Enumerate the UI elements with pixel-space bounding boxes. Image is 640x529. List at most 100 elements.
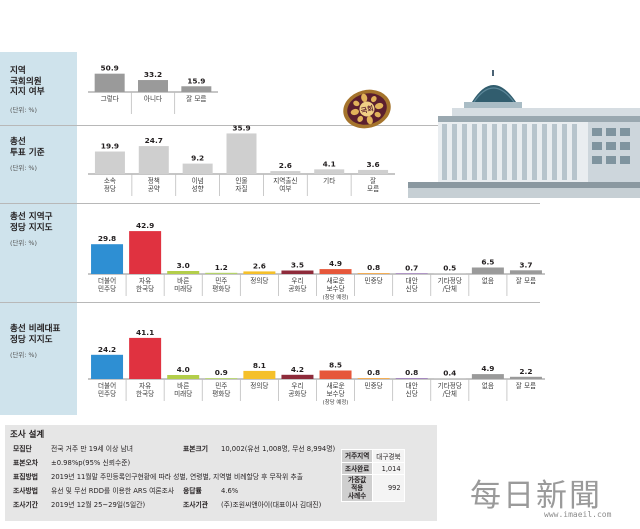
chart-value-label: 0.8 [367,263,380,272]
survey-row-error: 표본오차 ±0.98%p(95% 신뢰수준) [13,457,130,467]
chart-bar [395,273,428,274]
chart-value-label: 4.2 [291,365,304,374]
chart-bar [181,86,212,92]
chart-value-label: 8.1 [253,361,266,370]
section-title-support: 지역 국회의원 지지 여부 [10,66,45,97]
survey-bar-charts: 50.9 그렇다 33.2 아니다 15.9 잘 모름 19.9 소속 정당 24.7 정책 공약 9.… [88,64,545,406]
survey-row-method: 조사방법 유선 및 무선 RDD를 이용한 ARS 여론조사 [13,485,174,495]
section-title-district: 총선 지역구 정당 지지도 [10,212,53,233]
table-row: 가중값 적용 사례수 992 [340,474,405,502]
section-unit-criteria: (단위: %) [10,164,38,172]
survey-response-rate: 응답률 4.6% [183,485,238,495]
chart-category-label: 자유 한국당 [136,381,154,398]
chart-category-label: 더불어 민주당 [98,381,116,398]
chart-value-label: 41.1 [136,328,154,337]
chart-bar [205,272,238,274]
section-title-proportional: 총선 비례대표 정당 지지도 [10,324,61,345]
survey-row-label: 조사기간 [13,501,39,509]
newspaper-logo: 每日新聞 www.imaeil.com [470,470,638,522]
chart-category-label: 기타 [323,176,335,185]
survey-row-label: 표집방법 [13,473,39,481]
chart-category-label: 기타정당/단체 [438,381,462,398]
chart-value-label: 3.5 [291,261,304,270]
chart-value-label: 2.6 [253,261,266,270]
chart-value-label: 50.9 [101,64,119,73]
survey-item-label: 응답률 [183,487,202,495]
chart-value-label: 29.8 [98,234,116,243]
chart-value-label: 3.0 [177,261,190,270]
chart-value-label: 3.7 [519,260,532,269]
chart-category-label: 기타정당/단체 [438,276,462,293]
table-cell: 대구경북 [372,449,405,463]
chart-value-label: 4.1 [323,159,336,168]
chart-0: 50.9 그렇다 33.2 아니다 15.9 잘 모름 [88,64,218,114]
chart-bar [471,374,504,379]
chart-category-label: 대안 신당 [406,381,418,398]
chart-bar [357,273,390,274]
chart-value-label: 8.5 [329,361,342,370]
section-unit-support: (단위: %) [10,106,38,114]
chart-category-label: 잘 모름 [367,177,379,193]
chart-category-label: 더불어 민주당 [98,276,116,293]
logo-name: 每日新聞 [470,478,602,514]
chart-category-label: 없음 [482,277,494,285]
chart-value-label: 0.4 [443,369,456,378]
chart-bar [94,151,125,174]
chart-bar [357,378,390,379]
chart-category-label: 아니다 [144,94,162,103]
assembly-badge-icon: 국회 [343,89,391,129]
survey-row-value: 유선 및 무선 RDD를 이용한 ARS 여론조사 [51,487,175,495]
survey-item-label: 표본크기 [183,445,209,453]
section-unit-proportional: (단위: %) [10,351,38,359]
chart-bar [395,378,428,379]
chart-bar [167,375,200,379]
chart-1: 19.9 소속 정당 24.7 정책 공약 9.2 이념 성향 35.9 인물 자질 2.6 지역출신 여부… [88,123,395,196]
chart-value-label: 0.9 [215,368,228,377]
chart-2: 29.8 더불어 민주당 42.9 자유 한국당 3.0 바른 미래당 1.2 민주 평화당 2.6 정의… [88,221,545,301]
chart-bar [281,270,314,274]
chart-category-label: 우리 공화당 [288,381,306,398]
survey-item-value: 10,002(유선 1,008명, 무선 8,994명) [221,445,336,453]
chart-category-label: 이념 성향 [192,176,204,193]
chart-bar [243,271,276,274]
chart-bar [243,370,276,379]
chart-value-label: 6.5 [481,258,494,267]
chart-bar [182,163,213,174]
chart-value-label: 15.9 [187,76,205,85]
chart-category-label: 민중당 [365,381,383,390]
chart-value-label: 3.6 [367,160,380,169]
chart-category-label: 정의당 [250,381,268,390]
chart-category-label: 민주 평화당 [212,381,230,398]
chart-value-label: 0.5 [443,264,456,273]
chart-category-label: 자유 한국당 [136,276,154,293]
chart-value-label: 24.2 [98,345,116,354]
section-divider [0,125,540,126]
chart-3: 24.2 더불어 민주당 41.1 자유 한국당 4.0 바른 미래당 0.9 민주 평화당 8.1 정의… [88,328,545,406]
chart-bar [471,267,504,274]
chart-value-label: 4.0 [177,365,190,374]
chart-value-label: 2.6 [279,161,292,170]
chart-bar [205,378,238,379]
chart-category-label: 없음 [482,382,494,390]
chart-category-label: 대안 신당 [406,276,418,293]
chart-bar [129,337,162,379]
table-cell: 992 [372,474,405,502]
survey-row-value: ±0.98%p(95% 신뢰수준) [51,459,131,467]
chart-bar [358,169,389,174]
survey-row-label: 표본오차 [13,459,39,467]
section-divider [0,203,540,204]
chart-category-label: 민중당 [365,276,383,285]
chart-value-label: 33.2 [144,70,162,79]
survey-title: 조사 설계 [10,430,45,440]
national-assembly-illustration [408,70,640,198]
chart-bar [281,374,314,379]
chart-value-label: 2.2 [519,367,532,376]
section-divider [0,302,540,303]
chart-category-label: 그렇다 [101,94,119,103]
survey-row-sampling: 표집방법 2019년 11월말 주민등록인구현황에 따라 성별, 연령별, 지역별… [13,471,303,481]
table-cell: 1,014 [372,462,405,475]
table-cell: 거주지역 [340,449,374,463]
survey-agency: 조사기관 (주)조원씨앤아이(대표이사 김대진) [183,499,321,509]
table-cell: 조사완료 [340,462,374,475]
chart-category-label: 잘 모름 [516,277,536,285]
